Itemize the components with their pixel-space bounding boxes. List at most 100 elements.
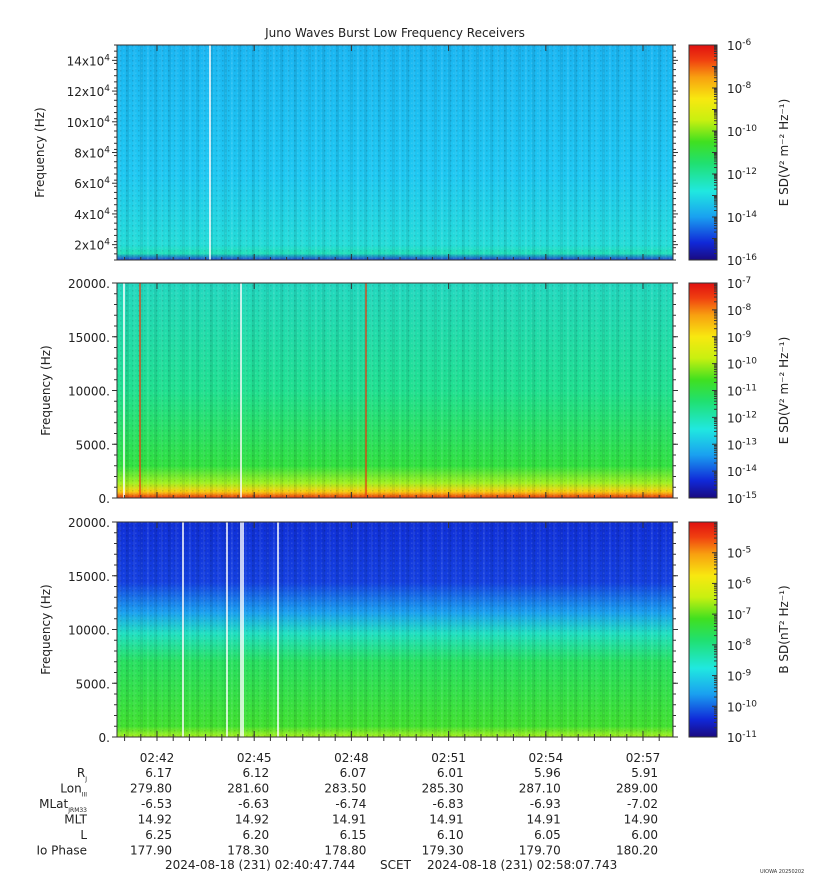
colorbar-tick-label: 10-16 — [727, 253, 757, 268]
ephemeris-value: 6.12 — [242, 766, 269, 780]
ephemeris-value: 14.91 — [332, 813, 366, 827]
ephemeris-value: 178.30 — [227, 844, 269, 858]
y-axis-label: Frequency (Hz) — [39, 584, 53, 675]
y-tick-label: 15000. — [68, 570, 110, 584]
chart-title: Juno Waves Burst Low Frequency Receivers — [264, 26, 525, 40]
ephemeris-row-label: L — [80, 828, 87, 842]
spectrogram-noise — [117, 283, 673, 498]
colorbar-tick-label: 10-10 — [727, 699, 757, 714]
colorbar-tick-label: 10-10 — [727, 124, 757, 139]
colorbar-tick-label: 10-13 — [727, 437, 757, 452]
ephemeris-value: -6.83 — [433, 797, 464, 811]
colorbar-tick-label: 10-15 — [727, 491, 757, 506]
colorbar-tick-label: 10-10 — [727, 357, 757, 372]
ephemeris-value: 179.70 — [519, 844, 561, 858]
colorbar-tick-label: 10-6 — [727, 576, 752, 591]
ephemeris-value: 287.10 — [519, 782, 561, 796]
y-tick-label: 20000. — [68, 277, 110, 291]
scet-label: SCET — [380, 858, 412, 872]
ephemeris-value: 283.50 — [324, 782, 366, 796]
ephemeris-table: RJ 6.17 6.12 6.07 6.01 5.96 5.91 LonIII 279.80 28… — [36, 766, 658, 858]
spectrogram-panel-2: 0. 5000. 10000. 15000. 20000. Frequency (Hz) 1… — [39, 276, 791, 506]
spectrogram-noise — [117, 45, 673, 260]
y-tick-label: 15000. — [68, 331, 110, 345]
y-tick-label: 14x104 — [67, 53, 111, 68]
start-time: 2024-08-18 (231) 02:40:47.744 — [165, 858, 355, 872]
ephemeris-value: 6.10 — [437, 828, 464, 842]
ephemeris-value: 179.30 — [422, 844, 464, 858]
y-tick-label: 6x104 — [74, 176, 110, 191]
ephemeris-value: 6.07 — [340, 766, 367, 780]
ephemeris-value: 6.17 — [145, 766, 172, 780]
x-tick-label: 02:45 — [237, 751, 272, 765]
y-tick-label: 12x104 — [67, 84, 111, 99]
colorbar-tick-label: 10-12 — [727, 167, 757, 182]
ephemeris-value: -6.74 — [335, 797, 366, 811]
end-time: 2024-08-18 (231) 02:58:07.743 — [427, 858, 617, 872]
ephemeris-value: 6.25 — [145, 828, 172, 842]
x-tick-label: 02:42 — [140, 751, 175, 765]
colorbar-tick-label: 10-5 — [727, 546, 751, 561]
spectrogram-panel-3: 0. 5000. 10000. 15000. 20000. Frequency (Hz) 1… — [39, 516, 791, 745]
ephemeris-value: 178.80 — [324, 844, 366, 858]
ephemeris-value: -6.63 — [238, 797, 269, 811]
x-tick-label: 02:54 — [529, 751, 564, 765]
ephemeris-value: -6.93 — [530, 797, 561, 811]
ephemeris-value: 6.20 — [242, 828, 269, 842]
ephemeris-value: 6.01 — [437, 766, 464, 780]
y-tick-label: 2x104 — [74, 238, 110, 253]
colorbar-tick-label: 10-8 — [727, 303, 752, 318]
ephemeris-value: -6.53 — [141, 797, 172, 811]
colorbar-label: E SD(V² m⁻² Hz⁻¹) — [777, 99, 791, 207]
colorbar-tick-label: 10-7 — [727, 276, 751, 291]
colorbar-label: B SD(nT² Hz⁻¹) — [777, 585, 791, 673]
colorbar-tick-label: 10-12 — [727, 410, 757, 425]
spectrogram-noise — [117, 522, 673, 737]
y-tick-label: 0. — [99, 731, 110, 745]
ephemeris-value: -7.02 — [627, 797, 658, 811]
y-tick-label: 10000. — [68, 624, 110, 638]
ephemeris-value: 5.91 — [631, 766, 658, 780]
ephemeris-row-label: MLT — [64, 813, 87, 827]
y-tick-label: 5000. — [76, 677, 110, 691]
y-axis-label: Frequency (Hz) — [33, 107, 47, 198]
y-tick-label: 4x104 — [74, 207, 110, 222]
colorbar — [688, 521, 718, 738]
ephemeris-value: 289.00 — [616, 782, 658, 796]
colorbar-tick-label: 10-14 — [727, 464, 757, 479]
spectrogram-panel-1: 2x104 4x104 6x104 8x104 10x104 12x104 14x104 Fr… — [33, 38, 791, 268]
y-tick-label: 20000. — [68, 516, 110, 530]
ephemeris-value: 285.30 — [422, 782, 464, 796]
ephemeris-value: 5.96 — [534, 766, 561, 780]
ephemeris-row-label: RJ — [77, 766, 87, 783]
colorbar-tick-label: 10-11 — [727, 730, 757, 745]
time-axis: 02:42 02:45 02:48 02:51 02:54 02:57 — [124, 45, 660, 765]
colorbar-tick-label: 10-6 — [727, 38, 752, 53]
ephemeris-value: 6.05 — [534, 828, 561, 842]
ephemeris-value: 177.90 — [130, 844, 172, 858]
ephemeris-value: 14.92 — [138, 813, 172, 827]
ephemeris-value: 281.60 — [227, 782, 269, 796]
ephemeris-value: 14.91 — [429, 813, 463, 827]
watermark: UIOWA 20250202 — [760, 869, 804, 875]
colorbar-tick-label: 10-9 — [727, 330, 752, 345]
colorbar-tick-label: 10-8 — [727, 638, 752, 653]
ephemeris-value: 6.00 — [631, 828, 658, 842]
ephemeris-row-label: MLatJRM33 — [39, 797, 87, 814]
colorbar-tick-label: 10-8 — [727, 81, 752, 96]
colorbar-label: E SD(V² m⁻² Hz⁻¹) — [777, 337, 791, 445]
ephemeris-value: 14.92 — [235, 813, 269, 827]
ephemeris-value: 180.20 — [616, 844, 658, 858]
ephemeris-row-label: Io Phase — [36, 844, 87, 858]
y-tick-label: 8x104 — [74, 146, 110, 161]
y-tick-label: 5000. — [76, 438, 110, 452]
y-tick-label: 10x104 — [67, 115, 111, 130]
ephemeris-value: 14.91 — [526, 813, 560, 827]
ephemeris-value: 6.15 — [340, 828, 367, 842]
x-tick-label: 02:51 — [431, 751, 466, 765]
colorbar-tick-label: 10-9 — [727, 669, 752, 684]
colorbar-tick-label: 10-7 — [727, 607, 751, 622]
colorbar-tick-label: 10-14 — [727, 210, 757, 225]
y-tick-label: 10000. — [68, 385, 110, 399]
